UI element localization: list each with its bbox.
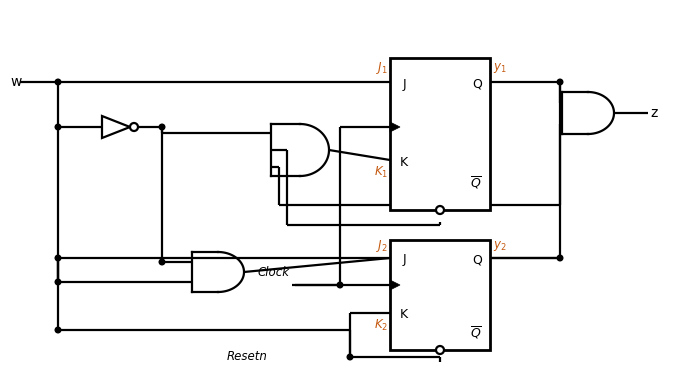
Text: $y_1$: $y_1$: [493, 61, 506, 75]
Circle shape: [436, 206, 444, 214]
Circle shape: [159, 124, 165, 130]
Text: $K_2$: $K_2$: [374, 318, 388, 332]
Text: $\overline{Q}$: $\overline{Q}$: [470, 325, 482, 341]
Text: J: J: [402, 77, 406, 91]
Text: $K_1$: $K_1$: [374, 165, 388, 180]
Text: Q: Q: [472, 254, 482, 267]
Text: $\overline{Q}$: $\overline{Q}$: [470, 175, 482, 191]
Circle shape: [130, 123, 138, 131]
Circle shape: [55, 279, 61, 285]
Text: $J_2$: $J_2$: [376, 238, 388, 254]
Circle shape: [55, 124, 61, 130]
Circle shape: [55, 79, 61, 85]
Bar: [390, 240, 490, 350]
Text: Q: Q: [472, 77, 482, 91]
Circle shape: [436, 346, 444, 354]
Text: z: z: [650, 106, 657, 120]
Polygon shape: [102, 116, 130, 138]
Text: K: K: [400, 309, 408, 322]
Circle shape: [557, 255, 563, 261]
Circle shape: [55, 255, 61, 261]
Circle shape: [337, 282, 343, 288]
Circle shape: [55, 327, 61, 333]
Polygon shape: [390, 122, 400, 132]
Text: $J_1$: $J_1$: [376, 60, 388, 76]
Text: Resetn: Resetn: [227, 350, 268, 364]
Bar: [390, 58, 490, 210]
Text: w: w: [10, 75, 21, 89]
Text: K: K: [400, 156, 408, 169]
Text: $y_2$: $y_2$: [493, 239, 506, 253]
Circle shape: [347, 354, 353, 360]
Circle shape: [159, 259, 165, 265]
Text: J: J: [402, 254, 406, 267]
Polygon shape: [390, 280, 400, 290]
Text: Clock: Clock: [258, 267, 290, 279]
Circle shape: [557, 79, 563, 85]
